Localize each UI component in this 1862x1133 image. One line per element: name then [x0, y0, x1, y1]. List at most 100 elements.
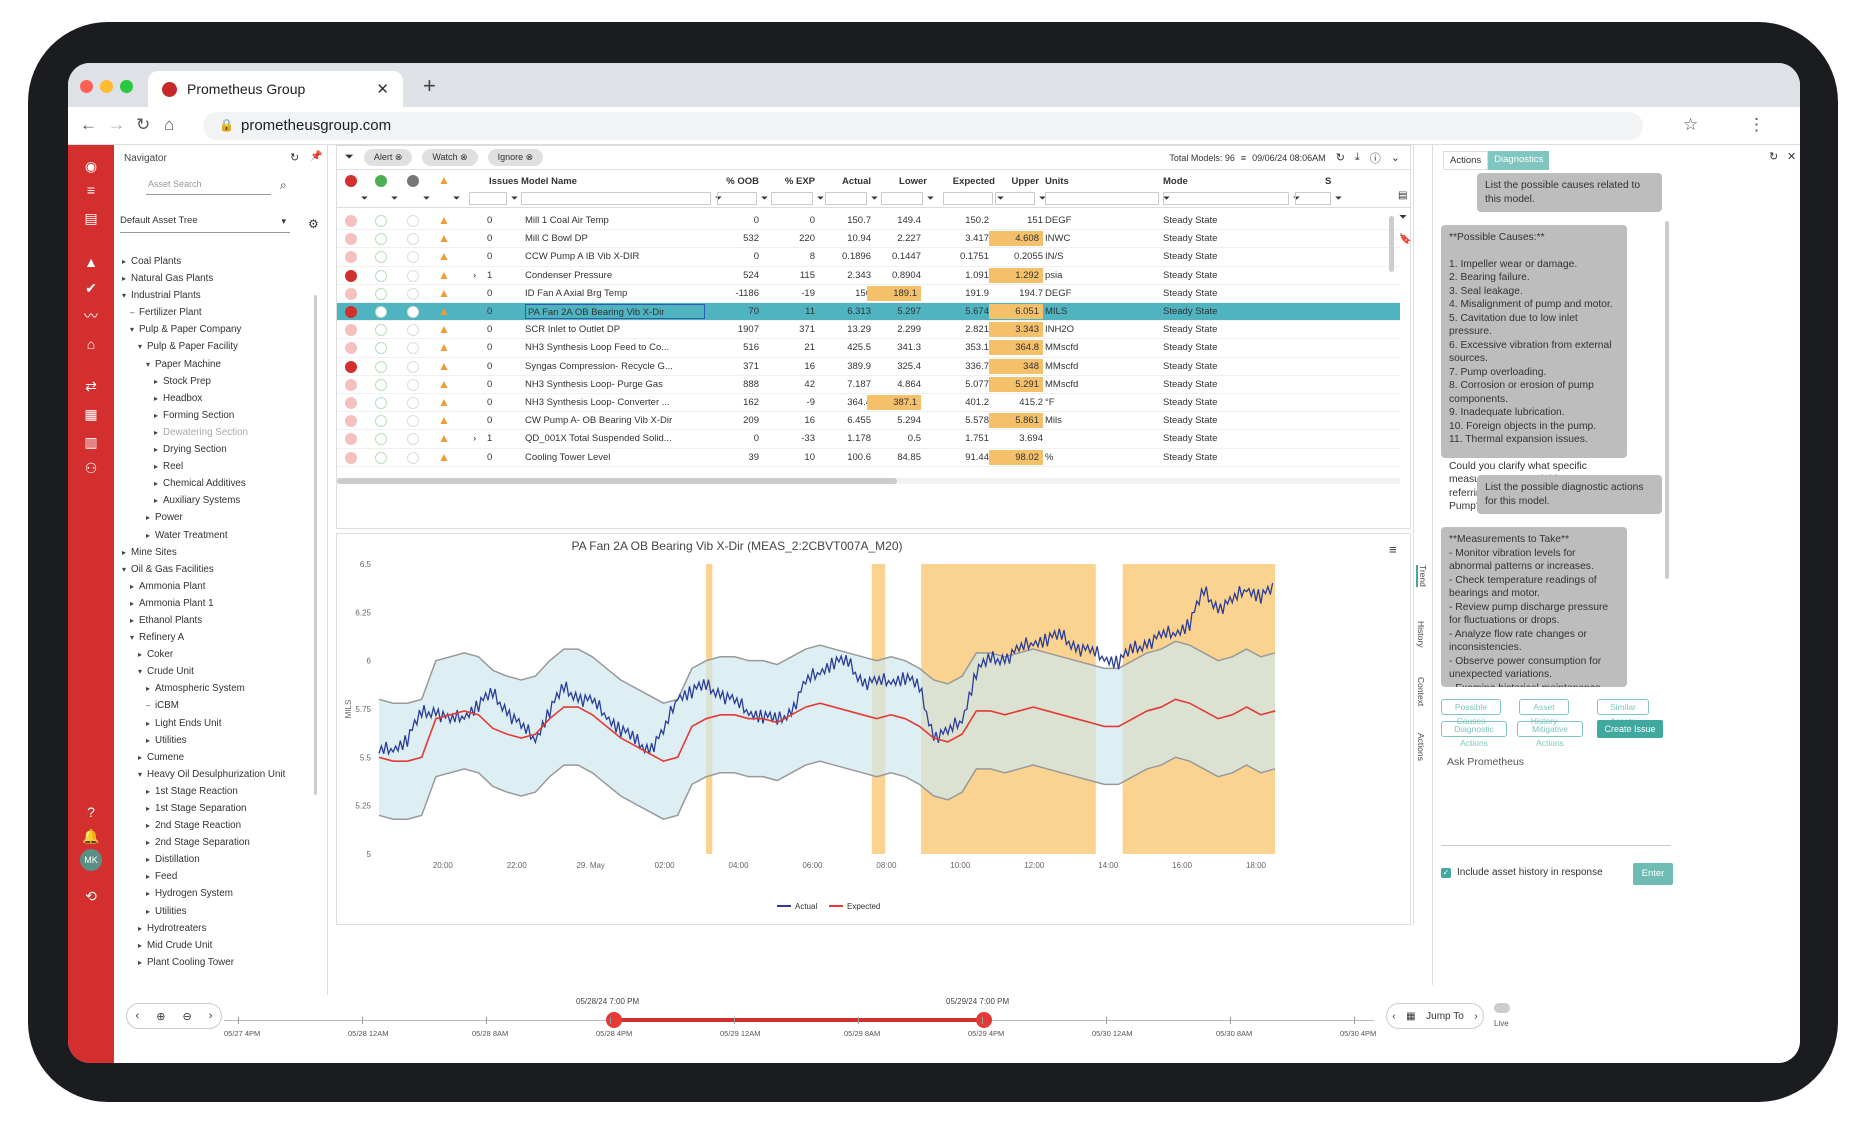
tree-node[interactable]: ▸ Light Ends Unit [122, 715, 312, 732]
trend-icon[interactable]: 〰 [84, 308, 98, 324]
asset-history-button[interactable]: Asset History [1519, 699, 1569, 726]
tree-node[interactable]: ▸ Auxiliary Systems [122, 492, 312, 509]
table-row[interactable]: ▲ 0 CCW Pump A IB Vib X-DIR 0 8 0.1896 0.1447 0… [337, 248, 1400, 267]
tree-node[interactable]: ▸ Dewatering Section [122, 424, 312, 441]
column-filter-input[interactable] [881, 192, 923, 205]
tree-node[interactable]: ▸ Hydrogen System [122, 885, 312, 902]
side-tab-actions[interactable]: Actions [1416, 733, 1426, 761]
help-icon[interactable]: ? [87, 804, 95, 820]
watch-icon[interactable] [375, 342, 387, 355]
ignore-icon[interactable] [407, 342, 419, 355]
expand-arrow-icon[interactable]: ▸ [146, 855, 151, 865]
column-filter-input[interactable] [825, 192, 867, 205]
column-filter-icon[interactable]: ⏷ [453, 193, 461, 203]
alert-inactive-icon[interactable] [345, 451, 357, 464]
tree-node[interactable]: ▸ Drying Section [122, 441, 312, 458]
tree-node[interactable]: ▸ Natural Gas Plants [122, 270, 312, 287]
bookmark-star-icon[interactable]: ☆ [1683, 115, 1699, 134]
watch-icon[interactable] [375, 451, 387, 464]
column-filter-input[interactable] [717, 192, 757, 205]
ignore-icon[interactable] [407, 269, 419, 282]
asset-search-input[interactable]: Asset Search [146, 179, 271, 195]
zoom-out-icon[interactable]: ⊖ [182, 1010, 192, 1023]
tab-diagnostics[interactable]: Diagnostics [1488, 151, 1550, 170]
header-upper[interactable]: Upper [1011, 175, 1039, 187]
expand-arrow-icon[interactable]: – [130, 308, 135, 318]
column-filter-icon[interactable]: ⏷ [1293, 193, 1301, 203]
tree-node[interactable]: ▾ Pulp & Paper Company [122, 321, 312, 338]
enter-button[interactable]: Enter [1633, 863, 1673, 885]
diagnostic-actions-button[interactable]: Diagnostic Actions [1441, 721, 1507, 748]
column-filter-icon[interactable]: ⏷ [871, 193, 879, 203]
prometheus-logo-icon[interactable]: ◉ [84, 158, 98, 174]
watch-icon[interactable] [375, 397, 387, 409]
next-icon[interactable]: › [1474, 1010, 1478, 1022]
alert-inactive-icon[interactable] [345, 415, 357, 428]
watch-icon[interactable] [375, 269, 387, 282]
tree-node[interactable]: ▸ 2nd Stage Reaction [122, 817, 312, 834]
filter-icon[interactable]: ⏷ [345, 151, 354, 163]
possible-causes-button[interactable]: Possible Causes [1441, 699, 1501, 726]
gear-icon[interactable]: ⚙ [308, 217, 319, 231]
column-filter-icon[interactable]: ⏷ [997, 193, 1005, 203]
check-icon[interactable]: ✔ [85, 280, 97, 296]
close-tab-icon[interactable]: ✕ [376, 81, 389, 98]
header-lower[interactable]: Lower [899, 175, 927, 187]
alert-inactive-icon[interactable] [345, 215, 357, 227]
table-row[interactable]: ▲ 0 Cooling Tower Level 39 10 100.6 84.85 91.44… [337, 449, 1400, 467]
column-filter-icon[interactable]: ⏷ [361, 193, 369, 203]
expand-arrow-icon[interactable]: ▸ [122, 257, 127, 266]
table-row[interactable]: ▲ 0 SCR Inlet to Outlet DP 1907 371 13.29 2.29… [337, 321, 1400, 340]
similar-assets-button[interactable]: Similar Assets [1597, 699, 1649, 726]
chart-menu-icon[interactable]: ≡ [1389, 542, 1397, 557]
expand-arrow-icon[interactable]: – [146, 701, 151, 711]
create-issue-button[interactable]: Create Issue [1597, 720, 1663, 738]
ignore-icon[interactable] [407, 360, 419, 373]
expand-arrow-icon[interactable]: ▾ [138, 769, 143, 779]
tree-node[interactable]: ▸ Hydrotreaters [122, 920, 312, 937]
document-icon[interactable]: ▦ [84, 406, 98, 422]
column-filter-input[interactable] [943, 192, 993, 205]
avatar[interactable]: MK [80, 849, 102, 871]
expand-arrow-icon[interactable]: ▸ [130, 598, 135, 608]
tree-node[interactable]: ▸ Forming Section [122, 407, 312, 424]
range-end-handle[interactable] [976, 1012, 992, 1028]
tree-node[interactable]: ▸ 1st Stage Separation [122, 800, 312, 817]
table-row[interactable]: ▲ 0 Syngas Compression- Recycle G... 371 16 3… [337, 358, 1400, 376]
side-tab-trend[interactable]: Trend [1416, 565, 1428, 587]
tree-node[interactable]: ▸ Atmospheric System [122, 680, 312, 697]
home-icon[interactable]: ⌂ [164, 115, 175, 134]
expand-arrow-icon[interactable]: ▸ [122, 274, 127, 284]
expand-arrow-icon[interactable]: ▸ [154, 427, 159, 437]
alert-inactive-icon[interactable] [345, 287, 357, 300]
pan-left-icon[interactable]: ‹ [135, 1010, 140, 1022]
column-filter-icon[interactable]: ⏷ [761, 193, 769, 203]
column-filter-icon[interactable]: ⏷ [715, 193, 723, 203]
expand-arrow-icon[interactable]: ▾ [130, 633, 135, 643]
bookmark-icon[interactable]: 🔖 [1399, 234, 1412, 245]
bell-icon[interactable]: 🔔 [82, 828, 100, 844]
columns-icon[interactable]: ▤ [1398, 190, 1408, 201]
side-tab-history[interactable]: History [1416, 621, 1426, 648]
tree-node[interactable]: ▸ Chemical Additives [122, 475, 312, 492]
collapse-icon[interactable]: ⌄ [1390, 152, 1400, 164]
watch-icon[interactable] [375, 233, 387, 246]
alert-inactive-icon[interactable] [345, 233, 357, 246]
reload-icon[interactable]: ↻ [136, 115, 151, 134]
tree-node[interactable]: ▸ Reel [122, 458, 312, 475]
tree-node[interactable]: ▾ Oil & Gas Facilities [122, 561, 312, 578]
table-row[interactable]: ▲ 0 Mill 1 Coal Air Temp 0 0 150.7 149.4 150.2 1… [337, 212, 1400, 231]
mitigative-actions-button[interactable]: Mitigative Actions [1517, 721, 1583, 748]
tree-node[interactable]: ▾ Paper Machine [122, 356, 312, 373]
watch-icon[interactable] [375, 287, 387, 300]
expand-arrow-icon[interactable]: ▾ [138, 342, 143, 352]
header-issues[interactable]: Issues [489, 175, 519, 187]
table-row[interactable]: ▲ › 1 QD_001X Total Suspended Solid... 0 -33 1… [337, 430, 1400, 449]
alert-inactive-icon[interactable] [345, 397, 357, 409]
column-filter-icon[interactable]: ⏷ [927, 193, 935, 203]
refresh-icon[interactable]: ↻ [1335, 152, 1345, 164]
tree-node[interactable]: ▸ Headbox [122, 390, 312, 407]
download-icon[interactable]: ⤓ [1354, 151, 1360, 163]
tab-actions[interactable]: Actions [1443, 151, 1489, 170]
expand-arrow-icon[interactable]: ▸ [130, 615, 135, 625]
